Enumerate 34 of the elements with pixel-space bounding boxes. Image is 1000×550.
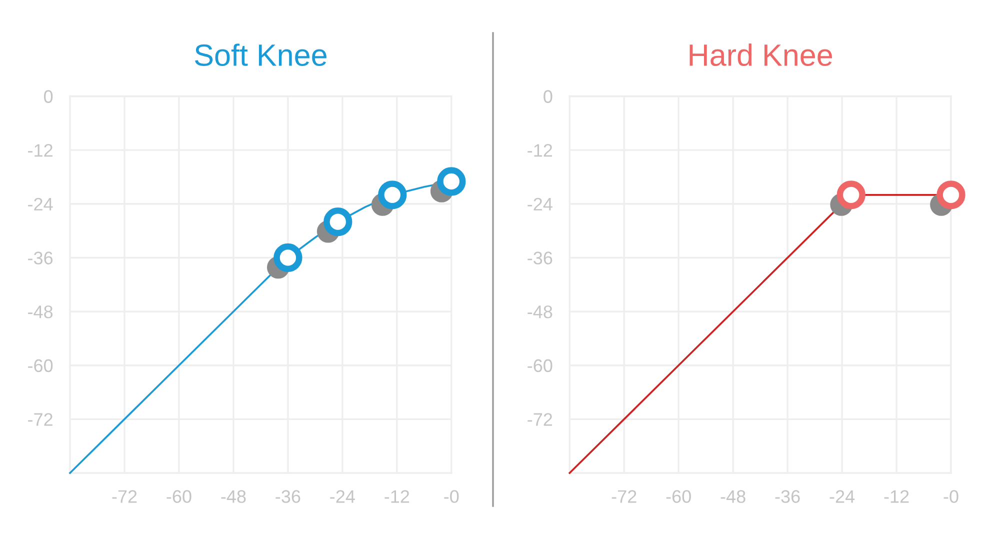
x-tick-label: -36 — [775, 490, 800, 503]
x-tick-label: -24 — [330, 490, 355, 503]
y-tick-label: -24 — [28, 198, 53, 210]
x-tick-label: -12 — [884, 490, 909, 503]
x-tick-label: -24 — [830, 490, 855, 503]
point — [324, 208, 352, 236]
point — [274, 243, 302, 272]
chart-title: Soft Knee — [194, 44, 326, 66]
x-tick-label: -60 — [166, 490, 192, 503]
y-tick-label: -72 — [28, 413, 52, 426]
y-tick-label: -72 — [528, 413, 552, 426]
y-tick-label: -12 — [28, 144, 52, 157]
x-tick-label: -0 — [444, 490, 459, 503]
y-tick-label: 0 — [44, 90, 53, 103]
y-tick-label: -48 — [28, 305, 53, 318]
chart-title: Hard Knee — [690, 44, 832, 66]
y-tick-label: -60 — [528, 359, 552, 372]
y-tick-label: 0 — [544, 90, 552, 103]
x-tick-label: -60 — [666, 490, 691, 503]
x-tick-label: -72 — [612, 490, 636, 503]
point — [378, 180, 407, 210]
y-tick-label: -36 — [28, 252, 53, 264]
y-tick-label: -12 — [528, 144, 552, 157]
y-tick-label: -36 — [528, 252, 552, 264]
x-tick-label: -36 — [276, 490, 300, 503]
y-tick-label: -24 — [528, 198, 552, 210]
x-tick-label: -72 — [112, 490, 137, 503]
x-tick-label: -48 — [720, 490, 746, 503]
y-tick-label: -60 — [28, 359, 53, 372]
x-tick-label: -48 — [221, 490, 246, 503]
point — [437, 167, 466, 196]
y-tick-label: -48 — [528, 305, 552, 318]
x-tick-label: -12 — [384, 490, 410, 503]
x-tick-label: -0 — [944, 490, 958, 503]
